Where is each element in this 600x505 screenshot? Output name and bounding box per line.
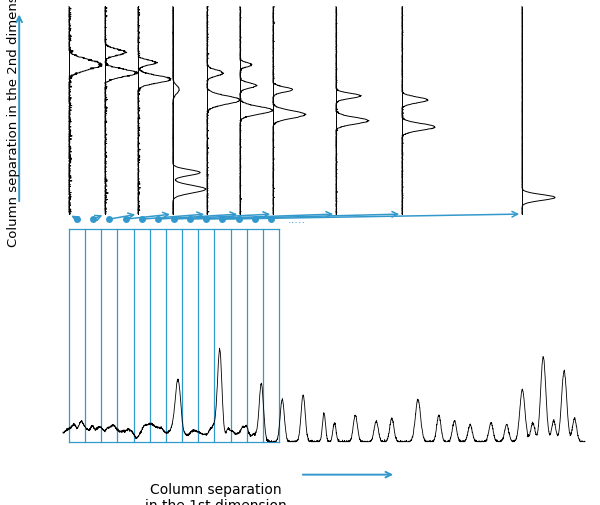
- Text: .....: .....: [288, 215, 306, 225]
- Text: Column separation
in the 1st dimension: Column separation in the 1st dimension: [145, 482, 287, 505]
- Text: Column separation in the 2nd dimension: Column separation in the 2nd dimension: [7, 0, 20, 247]
